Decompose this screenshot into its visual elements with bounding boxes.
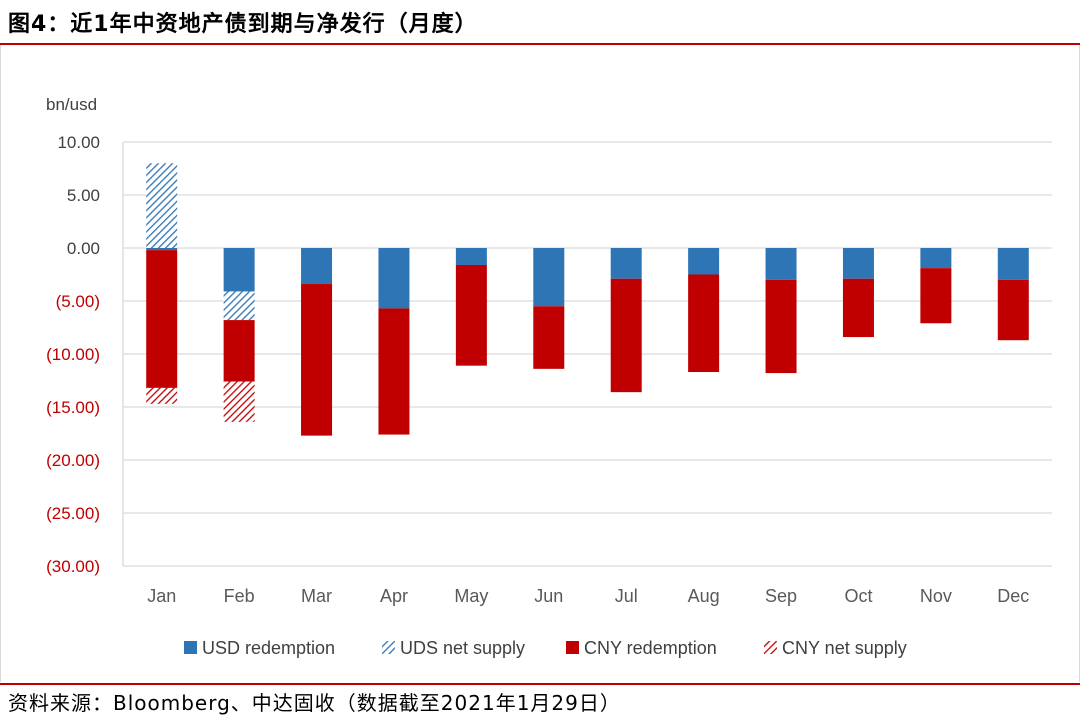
legend: USD redemption UDS net supply CNY redempti… bbox=[184, 638, 907, 658]
x-category-label: Dec bbox=[997, 586, 1029, 606]
usd-redemption-bar bbox=[610, 248, 642, 279]
x-category-label: May bbox=[454, 586, 488, 606]
usd-redemption-bar bbox=[378, 248, 410, 309]
x-category-label: Sep bbox=[765, 586, 797, 606]
legend-swatch bbox=[764, 641, 777, 654]
legend-label: CNY net supply bbox=[782, 638, 907, 658]
usd-redemption-bar bbox=[223, 248, 255, 292]
cny-net-supply-bar bbox=[146, 387, 178, 404]
cny-redemption-bar bbox=[997, 279, 1029, 341]
y-tick-label: 0.00 bbox=[67, 239, 100, 258]
x-category-label: Nov bbox=[920, 586, 952, 606]
y-axis-unit-label: bn/usd bbox=[46, 95, 97, 114]
x-category-label: Jun bbox=[534, 586, 563, 606]
x-category-label: Aug bbox=[688, 586, 720, 606]
header-rule bbox=[0, 43, 1080, 45]
bars bbox=[146, 163, 1029, 436]
cny-redemption-bar bbox=[765, 279, 797, 374]
cny-redemption-bar bbox=[610, 278, 642, 393]
y-tick-label: (10.00) bbox=[46, 345, 100, 364]
legend-label: CNY redemption bbox=[584, 638, 717, 658]
usd-redemption-bar bbox=[455, 248, 487, 265]
x-category-label: Feb bbox=[224, 586, 255, 606]
y-tick-label: 5.00 bbox=[67, 186, 100, 205]
x-category-label: Apr bbox=[380, 586, 408, 606]
usd-redemption-bar bbox=[146, 248, 178, 251]
x-category-label: Oct bbox=[844, 586, 872, 606]
cny-redemption-bar bbox=[455, 264, 487, 366]
uds-net-supply-bar bbox=[146, 163, 178, 248]
figure-title: 图4：近1年中资地产债到期与净发行（月度） bbox=[8, 12, 478, 37]
legend-swatch bbox=[184, 641, 197, 654]
cny-net-supply-bar bbox=[223, 381, 255, 422]
legend-label: USD redemption bbox=[202, 638, 335, 658]
y-tick-label: (25.00) bbox=[46, 504, 100, 523]
usd-redemption-bar bbox=[842, 248, 874, 279]
footer-rule bbox=[0, 683, 1080, 685]
source-note: 资料来源：Bloomberg、中达固收（数据截至2021年1月29日） bbox=[8, 691, 621, 715]
usd-redemption-bar bbox=[997, 248, 1029, 280]
legend-label: UDS net supply bbox=[400, 638, 525, 658]
usd-redemption-bar bbox=[688, 248, 720, 275]
cny-redemption-bar bbox=[533, 306, 565, 369]
gridlines bbox=[122, 141, 1052, 567]
usd-redemption-bar bbox=[301, 248, 333, 285]
y-tick-label: (15.00) bbox=[46, 398, 100, 417]
uds-net-supply-bar bbox=[223, 291, 255, 321]
cny-redemption-bar bbox=[146, 250, 178, 388]
y-tick-label: (30.00) bbox=[46, 557, 100, 576]
cny-redemption-bar bbox=[688, 274, 720, 373]
usd-redemption-bar bbox=[920, 248, 952, 269]
y-tick-label: (5.00) bbox=[56, 292, 100, 311]
usd-redemption-bar bbox=[765, 248, 797, 280]
y-tick-label: 10.00 bbox=[57, 133, 100, 152]
x-category-label: Mar bbox=[301, 586, 332, 606]
cny-redemption-bar bbox=[920, 268, 952, 324]
stacked-bar-chart: bn/usd 10.00 5.00 0.00 (5.00) (10.00) (15.00)… bbox=[46, 95, 1052, 658]
y-tick-label: (20.00) bbox=[46, 451, 100, 470]
legend-swatch bbox=[566, 641, 579, 654]
legend-swatch bbox=[382, 641, 395, 654]
cny-redemption-bar bbox=[842, 278, 874, 338]
y-axis-tick-labels: 10.00 5.00 0.00 (5.00) (10.00) (15.00) (20.00)… bbox=[46, 133, 100, 576]
cny-redemption-bar bbox=[301, 284, 333, 436]
x-category-label: Jan bbox=[147, 586, 176, 606]
cny-redemption-bar bbox=[378, 308, 410, 435]
cny-redemption-bar bbox=[223, 320, 255, 382]
usd-redemption-bar bbox=[533, 248, 565, 307]
x-category-label: Jul bbox=[615, 586, 638, 606]
x-axis-category-labels: Jan Feb Mar Apr May Jun Jul Aug Sep Oct Nov Dec bbox=[147, 586, 1029, 606]
